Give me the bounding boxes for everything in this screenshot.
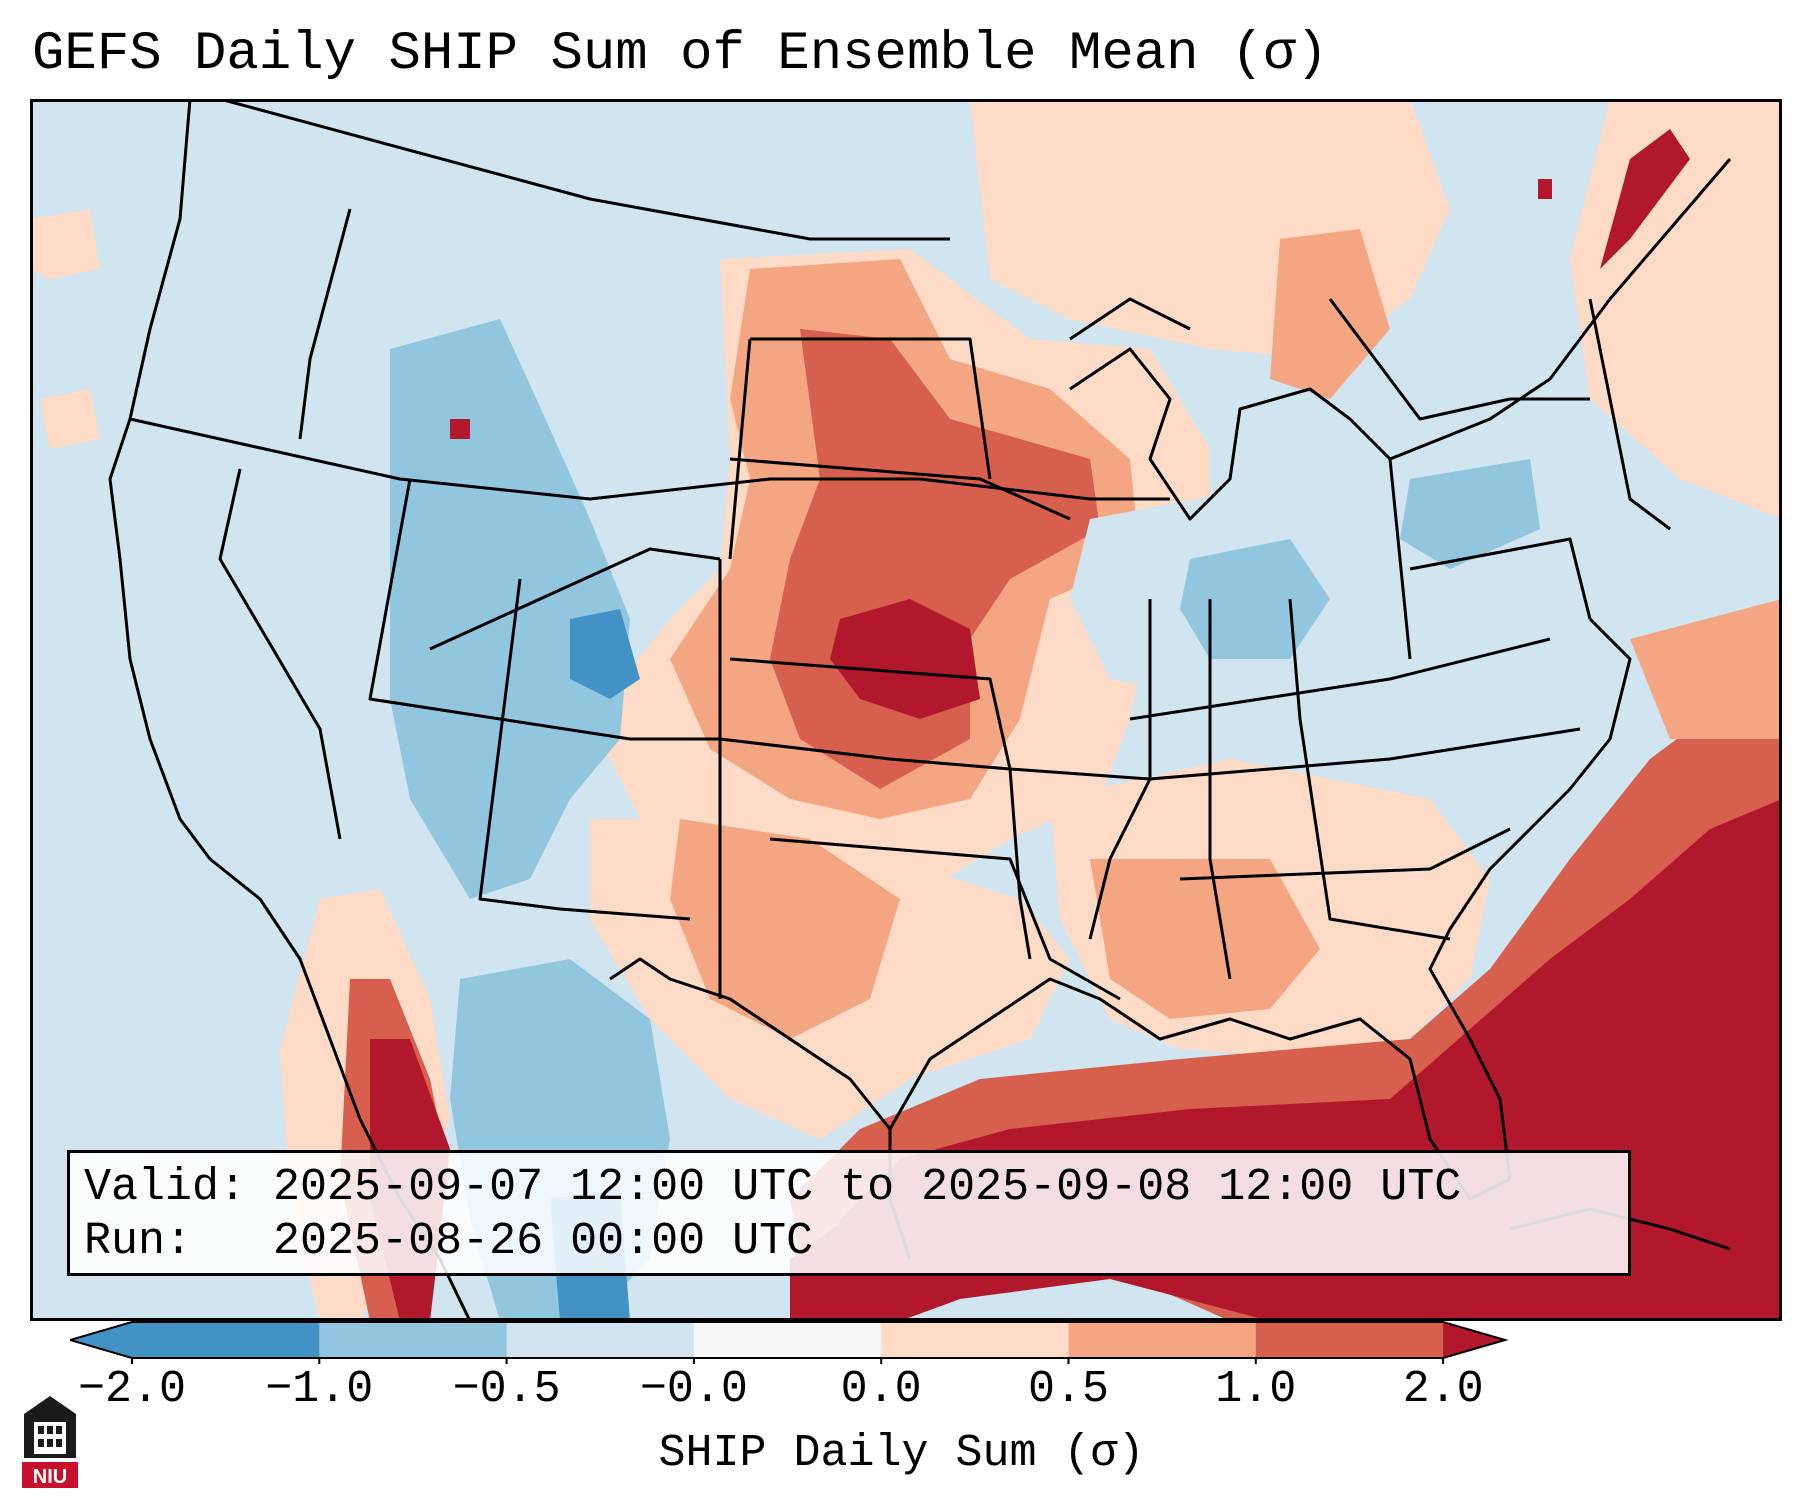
state-border xyxy=(1328,298,1590,421)
state-border xyxy=(298,208,352,440)
validity-info-box: Valid: 2025-09-07 12:00 UTC to 2025-09-0… xyxy=(67,1150,1631,1276)
colorbar-extend-low xyxy=(70,1322,132,1358)
state-border xyxy=(1409,537,1592,620)
state-border xyxy=(429,547,721,651)
anomaly-region xyxy=(1600,129,1690,269)
colorbar-tick-label: −1.0 xyxy=(265,1364,374,1415)
state-border xyxy=(1008,768,1032,960)
run-label: Run: xyxy=(84,1216,193,1267)
colorbar-tick-label: 0.5 xyxy=(1027,1364,1109,1415)
anomaly-region xyxy=(1400,459,1540,569)
state-border xyxy=(1129,637,1551,721)
anomaly-region xyxy=(1270,229,1390,399)
state-border xyxy=(368,478,720,741)
coastline xyxy=(108,99,472,1321)
state-border xyxy=(729,457,1071,521)
state-border xyxy=(1088,599,1152,940)
anomaly-region xyxy=(570,609,640,699)
state-border xyxy=(218,468,342,840)
state-border xyxy=(750,337,992,480)
colorbar-extend-high xyxy=(1443,1322,1506,1358)
coastline xyxy=(888,617,1632,1260)
colorbar-label: SHIP Daily Sum (σ) xyxy=(658,1428,1145,1479)
state-border xyxy=(1288,598,1451,941)
state-border xyxy=(1208,599,1232,980)
coastline xyxy=(1069,297,1191,341)
state-border xyxy=(1179,827,1511,881)
state-border xyxy=(1388,458,1412,660)
anomaly-region xyxy=(830,599,980,719)
colorbar-segment xyxy=(1255,1322,1444,1358)
anomaly-region xyxy=(670,819,900,1039)
anomaly-region xyxy=(1090,859,1320,1019)
colorbar-segment xyxy=(1068,1322,1257,1358)
niu-logo: NIU xyxy=(22,1396,78,1488)
anomaly-region xyxy=(390,319,630,899)
anomaly-region xyxy=(450,419,470,439)
colorbar-tick-label: 0.0 xyxy=(840,1364,922,1415)
state-border xyxy=(478,578,691,921)
colorbar-segment xyxy=(319,1322,508,1358)
state-border xyxy=(728,338,752,560)
valid-value: 2025-09-07 12:00 UTC to 2025-09-08 12:00… xyxy=(273,1162,1462,1213)
valid-line: Valid: 2025-09-07 12:00 UTC to 2025-09-0… xyxy=(84,1161,1628,1215)
colorbar-segment xyxy=(881,1322,1069,1358)
anomaly-region xyxy=(40,389,100,449)
run-line: Run: 2025-08-26 00:00 UTC xyxy=(84,1215,1628,1269)
coastline xyxy=(609,957,892,1130)
colorbar-tick-label: −0.5 xyxy=(452,1364,561,1415)
state-border xyxy=(729,657,1151,781)
colorbar-tick-label: −0.0 xyxy=(639,1364,748,1415)
logo-text: NIU xyxy=(33,1466,67,1488)
map-panel xyxy=(30,99,1782,1321)
valid-label: Valid: xyxy=(84,1162,247,1213)
coastline xyxy=(1069,347,1392,521)
map-title: GEFS Daily SHIP Sum of Ensemble Mean (σ) xyxy=(32,24,1329,85)
colorbar-segment xyxy=(132,1322,320,1358)
coastline xyxy=(1389,158,1732,461)
colorbar-tick-label: −2.0 xyxy=(77,1364,187,1415)
colorbar-tick-label: 1.0 xyxy=(1215,1364,1297,1415)
anomaly-region xyxy=(1630,599,1782,739)
state-border xyxy=(1149,727,1581,781)
colorbar-segment xyxy=(506,1322,695,1358)
colorbar-tick-label: 2.0 xyxy=(1402,1364,1484,1415)
anomaly-cell xyxy=(1538,179,1552,199)
anomaly-region xyxy=(30,209,100,279)
state-border xyxy=(769,837,1121,1001)
colorbar-segment xyxy=(693,1322,882,1358)
run-value: 2025-08-26 00:00 UTC xyxy=(273,1216,814,1267)
state-border xyxy=(1588,298,1671,531)
colorbar xyxy=(70,1321,1509,1364)
state-border xyxy=(219,99,950,241)
state-border xyxy=(129,417,1170,501)
map-frame xyxy=(30,99,1782,1321)
state-border xyxy=(718,559,1011,771)
